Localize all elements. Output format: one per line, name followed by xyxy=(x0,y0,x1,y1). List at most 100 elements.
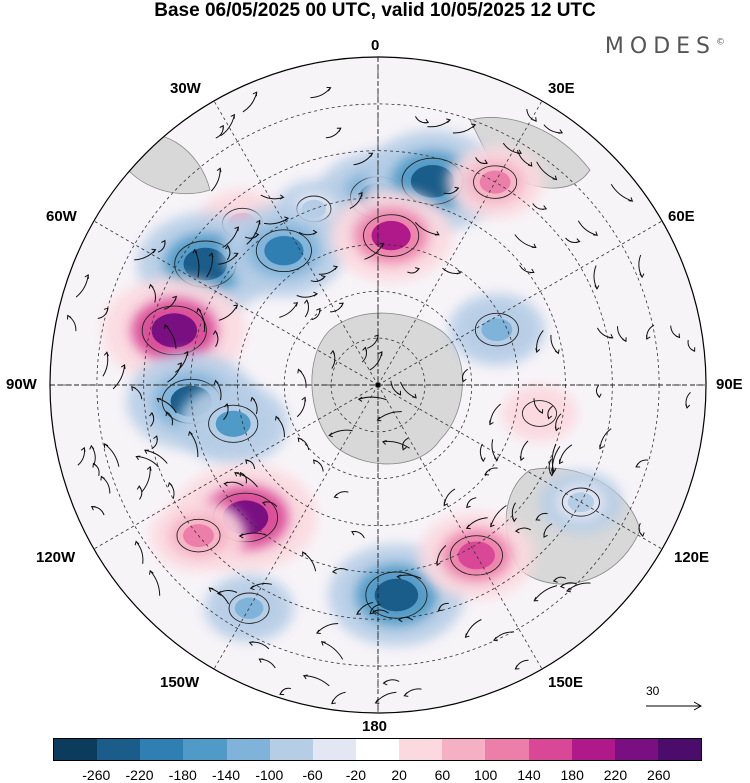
colorbar xyxy=(53,738,702,761)
wind-arrowhead xyxy=(196,307,202,313)
wind-arrowhead xyxy=(396,390,402,396)
wind-arrowhead xyxy=(538,409,544,414)
wind-arrowhead xyxy=(639,273,645,279)
wind-arrowhead xyxy=(223,481,229,487)
wind-arrowhead xyxy=(219,124,224,130)
wind-arrowhead xyxy=(316,307,321,313)
colorbar-segment xyxy=(183,739,227,760)
wind-arrowhead xyxy=(120,364,126,369)
wind-arrowhead xyxy=(301,396,307,402)
wind-streamline xyxy=(551,446,561,474)
wind-arrowhead xyxy=(552,175,558,181)
wind-arrowhead xyxy=(213,379,219,385)
wind-arrowhead xyxy=(484,470,490,476)
wind-arrowhead xyxy=(436,561,441,567)
wind-arrowhead xyxy=(381,440,387,445)
wind-arrowhead xyxy=(490,522,495,528)
latitude-circle xyxy=(330,337,426,433)
lon-label-90w: 90W xyxy=(6,376,37,393)
wind-arrowhead xyxy=(552,577,558,583)
anomaly-contour xyxy=(449,535,503,576)
colorbar-tick-label: -100 xyxy=(255,767,284,783)
wind-arrowhead xyxy=(146,465,152,471)
wind-arrowhead xyxy=(134,540,140,546)
wind-arrowhead xyxy=(136,485,142,490)
wind-arrowhead xyxy=(100,475,105,481)
anomaly-contour xyxy=(176,518,221,553)
wind-arrowhead xyxy=(593,231,598,236)
anomaly-core xyxy=(234,597,264,619)
south-pole-marker xyxy=(375,382,381,388)
wind-arrowhead xyxy=(414,267,420,272)
colorbar-tick-label: 180 xyxy=(560,767,584,783)
wind-arrowhead xyxy=(149,569,154,575)
wind-arrowhead xyxy=(212,330,218,335)
wind-arrowhead xyxy=(542,205,548,210)
wind-arrowhead xyxy=(372,609,377,615)
wind-arrowhead xyxy=(84,274,89,279)
wind-arrowhead xyxy=(514,528,520,534)
wind-arrowhead xyxy=(356,610,362,615)
wind-arrowhead xyxy=(494,456,499,462)
wind-arrowhead xyxy=(316,629,321,634)
colorbar-segment xyxy=(614,739,658,760)
wind-arrowhead xyxy=(234,472,239,477)
wind-arrowhead xyxy=(326,86,332,92)
wind-arrowhead xyxy=(320,275,326,280)
colorbar-segment xyxy=(140,739,184,760)
wind-arrowhead xyxy=(330,349,336,355)
anomaly-core xyxy=(374,578,419,612)
colorbar-tick-label: 100 xyxy=(473,767,498,783)
wind-arrowhead xyxy=(599,444,604,450)
antarctica-landmass xyxy=(311,312,463,465)
colorbar-segment xyxy=(269,739,313,760)
wind-arrowhead xyxy=(183,350,189,356)
wind-arrowhead xyxy=(437,606,443,611)
wind-arrowhead xyxy=(424,118,430,124)
colorbar-segment xyxy=(312,739,356,760)
wind-arrowhead xyxy=(333,265,338,271)
wind-arrowhead xyxy=(238,533,244,539)
polar-map xyxy=(49,56,707,714)
anomaly-contour xyxy=(363,214,420,257)
colorbar-tick-label: -20 xyxy=(345,767,366,783)
anomaly-contour xyxy=(255,229,312,273)
wind-arrowhead xyxy=(284,216,290,222)
wind-arrowhead xyxy=(233,252,239,258)
wind-arrowhead xyxy=(331,569,337,574)
wind-streamline xyxy=(377,411,402,421)
wind-arrowhead xyxy=(466,503,471,509)
anomaly-core xyxy=(183,247,228,281)
wind-arrowhead xyxy=(547,414,553,420)
anomaly-contour xyxy=(521,400,558,427)
wind-arrowhead xyxy=(135,455,141,461)
wind-arrowhead xyxy=(248,641,254,646)
wind-arrowhead xyxy=(312,459,318,465)
wind-arrowhead xyxy=(103,307,109,313)
lon-label-0: 0 xyxy=(371,37,380,54)
wind-arrowhead xyxy=(635,463,641,468)
wind-arrowhead xyxy=(456,269,462,275)
wind-arrowhead xyxy=(250,396,256,402)
wind-arrowhead xyxy=(167,481,173,487)
wind-arrowhead xyxy=(297,368,302,374)
wind-arrowhead xyxy=(443,501,449,507)
wind-streamline xyxy=(194,249,200,278)
wind-arrowhead xyxy=(339,302,344,308)
colorbar-tick-label: -60 xyxy=(302,767,323,783)
wind-arrowhead xyxy=(596,393,602,399)
wind-arrowhead xyxy=(403,692,409,697)
wind-arrowhead xyxy=(333,493,339,499)
wind-streamline xyxy=(551,443,557,472)
lon-label-120w: 120W xyxy=(36,549,76,566)
wind-arrowhead xyxy=(543,533,548,538)
colorbar-segment xyxy=(355,739,400,760)
colorbar-tick-label: -140 xyxy=(212,767,241,783)
wind-arrowhead xyxy=(461,377,467,383)
lon-label-30e: 30E xyxy=(548,80,575,97)
wind-arrowhead xyxy=(690,347,696,353)
colorbar-tick-label: 60 xyxy=(434,767,451,783)
wind-arrowhead xyxy=(165,411,171,417)
wind-arrowhead xyxy=(223,403,229,408)
wind-arrowhead xyxy=(549,471,555,477)
